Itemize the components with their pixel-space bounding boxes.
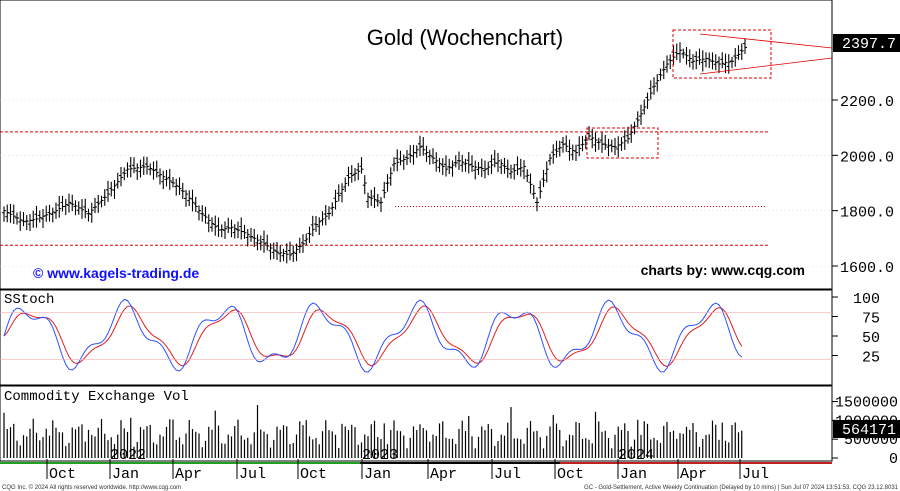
footer-info: GC - Gold-Settlement, Active Weekly Cont… — [584, 485, 899, 491]
year-label: 2022 — [110, 447, 146, 464]
stoch-series — [3, 298, 743, 373]
candlestick-series — [2, 38, 747, 264]
volume-tick-label: 1500000 — [835, 395, 898, 412]
month-label: Apr — [175, 466, 202, 483]
watermark-kagels[interactable]: © www.kagels-trading.de — [33, 265, 199, 281]
month-label: Jan — [112, 466, 139, 483]
volume-tick-label: 0 — [889, 451, 898, 468]
chart-title: Gold (Wochenchart) — [367, 25, 563, 50]
month-label: Jan — [620, 466, 647, 483]
volume-title: Commodity Exchange Vol — [4, 389, 189, 405]
stoch-tick-label: 100 — [853, 291, 880, 308]
stoch-tick-label: 75 — [862, 311, 880, 328]
price-tick-label: 2200.0 — [840, 94, 894, 111]
month-label: Jan — [364, 466, 391, 483]
stoch-k-line — [3, 298, 743, 373]
stoch-tick-label: 50 — [862, 330, 880, 347]
volume-bars — [3, 405, 743, 458]
stoch-title: SStoch — [4, 292, 54, 308]
month-label: Jul — [494, 466, 521, 483]
month-label: Jul — [742, 466, 769, 483]
price-tick-label: 1800.0 — [840, 205, 894, 222]
last-price-label: 2397.7 — [842, 36, 896, 53]
price-tick-label: 2000.0 — [840, 149, 894, 166]
month-label: Oct — [557, 466, 584, 483]
month-label: Apr — [430, 466, 457, 483]
price-tick-label: 1600.0 — [840, 260, 894, 277]
last-price-box — [833, 34, 900, 52]
year-label: 2024 — [618, 447, 654, 464]
month-label: Oct — [300, 466, 327, 483]
time-axis: Oct Jan Apr Jul Oct Jan Apr Jul Oct Jan Apr Jul 2022… — [0, 447, 832, 483]
consolidation-box-2024 — [672, 29, 772, 79]
year-label: 2023 — [362, 447, 398, 464]
footer-copyright: CQG Inc. © 2024 All rights reserved worl… — [2, 484, 181, 491]
price-panel — [0, 0, 833, 290]
triangle-lower-line — [699, 57, 833, 75]
stoch-panel — [0, 289, 833, 386]
last-volume-label: 564171 — [842, 422, 896, 439]
triangle-upper-line — [699, 33, 833, 49]
stoch-tick-label: 25 — [862, 350, 880, 367]
watermark-cqg[interactable]: charts by: www.cqg.com — [641, 262, 805, 278]
month-label: Apr — [680, 466, 707, 483]
consolidation-box-2023 — [586, 127, 659, 159]
month-label: Jul — [239, 466, 266, 483]
last-volume-box — [833, 420, 900, 438]
month-label: Oct — [49, 466, 76, 483]
